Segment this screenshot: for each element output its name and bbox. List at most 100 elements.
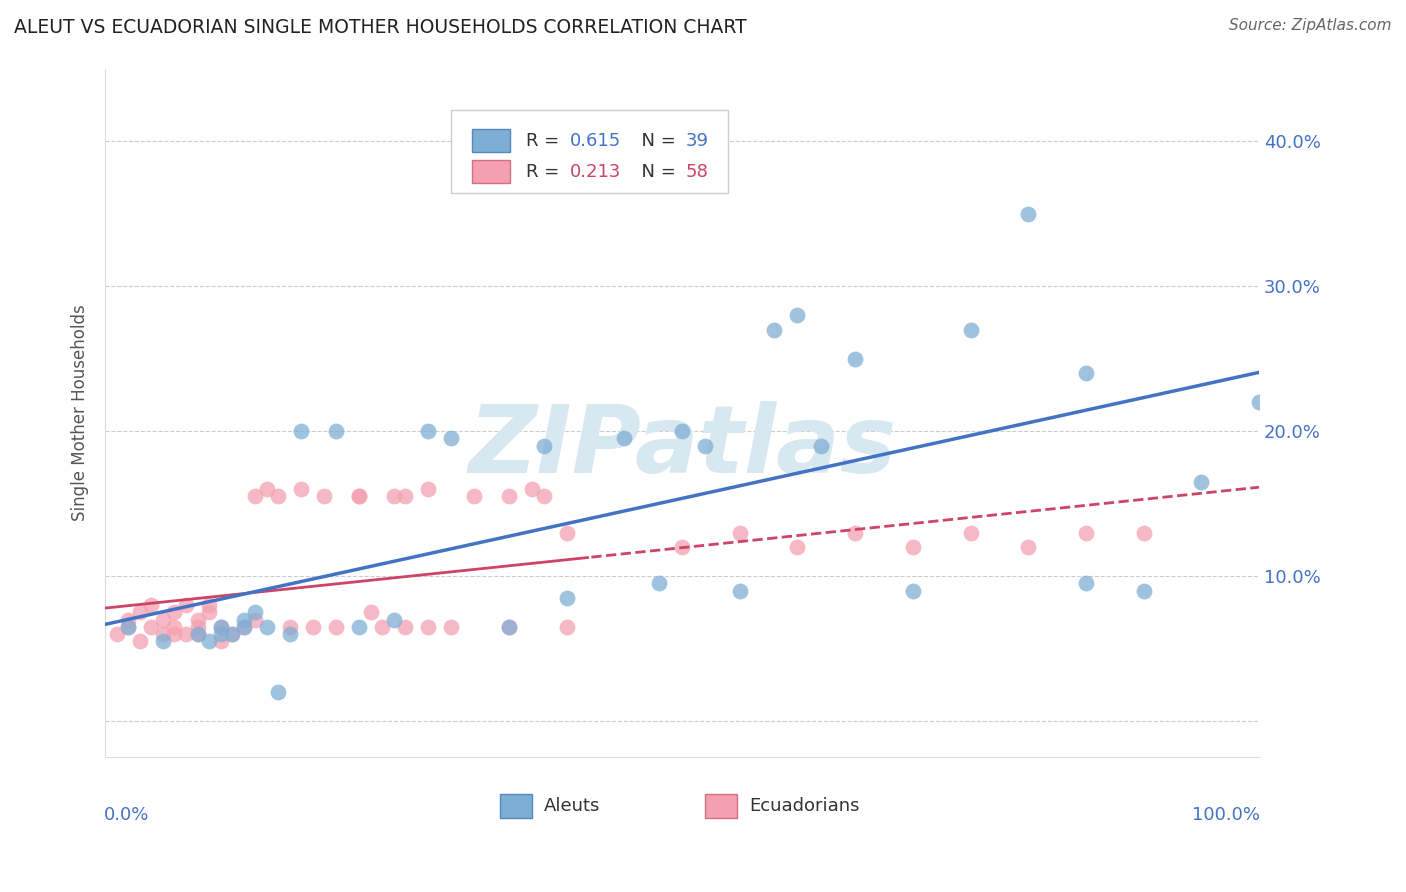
Point <box>498 489 520 503</box>
Point <box>128 606 150 620</box>
Text: 58: 58 <box>686 163 709 181</box>
Y-axis label: Single Mother Households: Single Mother Households <box>72 304 89 521</box>
Text: R =: R = <box>526 163 565 181</box>
Point <box>810 439 832 453</box>
Point <box>278 627 301 641</box>
Point <box>256 482 278 496</box>
Point <box>671 540 693 554</box>
Point <box>256 620 278 634</box>
Point <box>418 424 440 438</box>
Point <box>671 424 693 438</box>
Point <box>152 634 174 648</box>
Point <box>198 606 221 620</box>
Point <box>347 620 370 634</box>
Point <box>1132 525 1154 540</box>
Point <box>209 634 232 648</box>
Point <box>232 620 254 634</box>
Point <box>394 620 416 634</box>
Text: Source: ZipAtlas.com: Source: ZipAtlas.com <box>1229 18 1392 33</box>
Point <box>325 424 347 438</box>
Point <box>245 489 267 503</box>
Point <box>198 634 221 648</box>
Point <box>209 620 232 634</box>
Point <box>232 613 254 627</box>
Point <box>186 627 208 641</box>
Point <box>221 627 243 641</box>
Point <box>728 583 751 598</box>
Point <box>152 613 174 627</box>
Point <box>209 627 232 641</box>
Point <box>844 525 866 540</box>
Point <box>290 424 312 438</box>
Point <box>347 489 370 503</box>
Point <box>371 620 394 634</box>
Point <box>245 606 267 620</box>
Point <box>1017 540 1039 554</box>
Point <box>613 431 636 445</box>
Point <box>1017 206 1039 220</box>
Point <box>533 439 555 453</box>
Point <box>347 489 370 503</box>
Point <box>844 351 866 366</box>
Text: ALEUT VS ECUADORIAN SINGLE MOTHER HOUSEHOLDS CORRELATION CHART: ALEUT VS ECUADORIAN SINGLE MOTHER HOUSEH… <box>14 18 747 37</box>
Point <box>555 591 578 605</box>
Point <box>1074 366 1097 380</box>
Point <box>152 627 174 641</box>
Point <box>198 598 221 612</box>
Point <box>394 489 416 503</box>
Point <box>1189 475 1212 489</box>
Text: N =: N = <box>630 132 682 150</box>
Point <box>1247 395 1270 409</box>
Point <box>498 620 520 634</box>
Text: 39: 39 <box>686 132 709 150</box>
Point <box>440 620 463 634</box>
Point <box>141 598 163 612</box>
Point <box>221 627 243 641</box>
Point <box>382 613 405 627</box>
Point <box>290 482 312 496</box>
Point <box>141 620 163 634</box>
Text: Aleuts: Aleuts <box>544 797 600 814</box>
Point <box>648 576 671 591</box>
Point <box>520 482 543 496</box>
Point <box>901 540 924 554</box>
Point <box>267 489 290 503</box>
Point <box>163 606 186 620</box>
Point <box>163 620 186 634</box>
Point <box>117 620 139 634</box>
FancyBboxPatch shape <box>472 161 510 183</box>
FancyBboxPatch shape <box>706 794 738 818</box>
Point <box>418 482 440 496</box>
Point <box>1132 583 1154 598</box>
Point <box>117 613 139 627</box>
Text: 0.0%: 0.0% <box>104 805 149 823</box>
Point <box>278 620 301 634</box>
Point <box>186 613 208 627</box>
Text: 0.615: 0.615 <box>571 132 621 150</box>
Point <box>728 525 751 540</box>
Point <box>959 525 981 540</box>
Text: N =: N = <box>630 163 682 181</box>
FancyBboxPatch shape <box>499 794 531 818</box>
FancyBboxPatch shape <box>472 129 510 153</box>
FancyBboxPatch shape <box>451 110 728 193</box>
Point <box>786 308 808 322</box>
Text: 0.213: 0.213 <box>571 163 621 181</box>
Text: R =: R = <box>526 132 565 150</box>
Point <box>498 620 520 634</box>
Text: Ecuadorians: Ecuadorians <box>749 797 859 814</box>
Point <box>786 540 808 554</box>
Point <box>325 620 347 634</box>
Point <box>117 620 139 634</box>
Point <box>418 620 440 634</box>
Point <box>186 620 208 634</box>
Point <box>1074 576 1097 591</box>
Point <box>163 627 186 641</box>
Point <box>901 583 924 598</box>
Text: 100.0%: 100.0% <box>1192 805 1260 823</box>
Point <box>267 685 290 699</box>
Point <box>209 620 232 634</box>
Point <box>314 489 336 503</box>
Point <box>382 489 405 503</box>
Point <box>1074 525 1097 540</box>
